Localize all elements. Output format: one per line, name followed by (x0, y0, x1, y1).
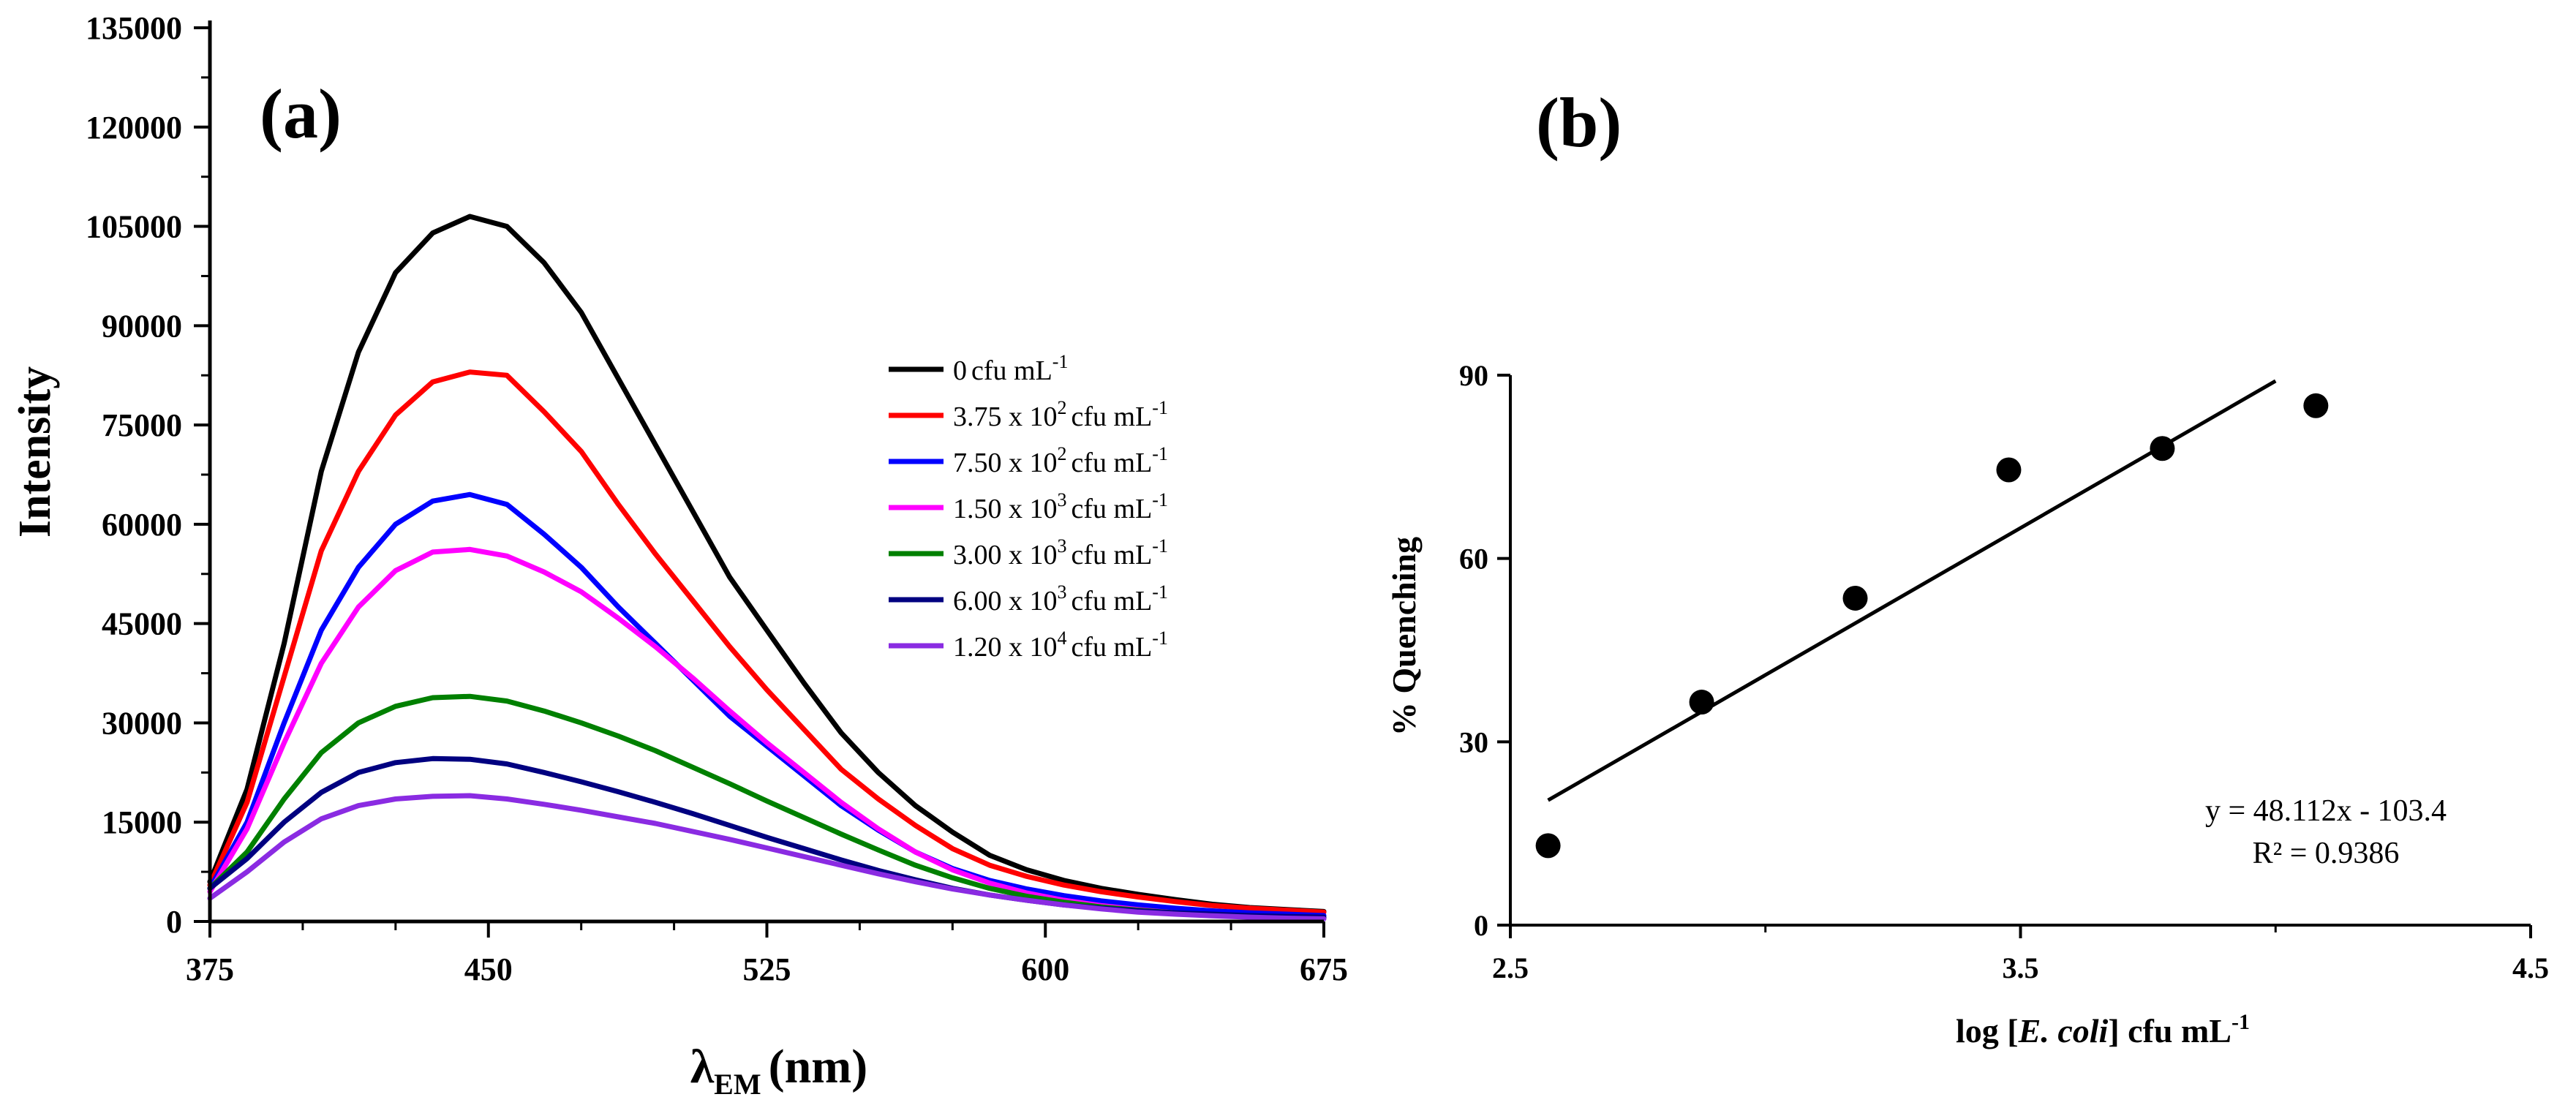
panel-a-y-axis-title: Intensity (10, 366, 60, 538)
series-line-2 (207, 491, 1327, 919)
x-tick-label: 675 (1300, 951, 1348, 987)
x-axis-italic: E. coli (2018, 1012, 2109, 1049)
x-axis-exponent: -1 (2232, 1010, 2250, 1034)
x-tick-label: 525 (743, 951, 791, 987)
legend-entry-2: 7.50 x 102 cfu mL-1 (953, 443, 1168, 478)
legend-entry-0: 0 cfu mL-1 (953, 351, 1068, 386)
x-axis-unit: (nm) (769, 1040, 868, 1093)
panel-a-chart: (a) 0 15000 30000 45000 60000 75000 90000 10500… (10, 10, 1348, 1101)
x-axis-suffix: ] cfu mL (2108, 1012, 2232, 1049)
series-line-1 (207, 369, 1327, 915)
y-tick-label: 30000 (102, 705, 182, 741)
x-tick-label: 450 (464, 951, 513, 987)
panel-a-x-axis-title: λEM (nm) (690, 1040, 868, 1101)
x-tick-label: 3.5 (2003, 951, 2039, 984)
series-line-6 (207, 793, 1327, 921)
panel-a-label: (a) (260, 75, 342, 153)
series-line-5 (207, 755, 1327, 920)
panel-a-legend: 0 cfu mL-1 3.75 x 102 cfu mL-1 7.50 x 102 cfu… (889, 351, 1168, 663)
series-line-3 (207, 546, 1327, 921)
x-axis-subscript: EM (714, 1068, 761, 1101)
panel-b-x-axis-title: log [E. coli] cfu mL-1 (1956, 1010, 2250, 1049)
y-tick-label: 105000 (86, 209, 182, 245)
y-tick-label: 90000 (102, 308, 182, 344)
x-axis-prefix: log [ (1956, 1012, 2019, 1049)
y-tick-label: 30 (1459, 725, 1488, 758)
legend-entry-3: 1.50 x 103 cfu mL-1 (953, 489, 1168, 524)
x-tick-label: 4.5 (2512, 951, 2549, 984)
y-tick-label: 120000 (86, 110, 182, 146)
x-tick-label: 600 (1021, 951, 1069, 987)
data-point-5 (2303, 393, 2329, 418)
data-point-3 (1996, 457, 2022, 483)
panel-a-axes: 0 15000 30000 45000 60000 75000 90000 105000 120… (86, 10, 1348, 987)
y-tick-label: 75000 (102, 407, 182, 443)
series-line-4 (207, 693, 1327, 921)
r-squared: R² = 0.9386 (2253, 837, 2400, 870)
data-point-0 (1535, 833, 1561, 859)
y-tick-label: 60 (1459, 543, 1488, 576)
panel-b-axes: 0 30 60 90 2.5 3.5 4.5 (1459, 359, 2549, 984)
y-tick-label: 45000 (102, 606, 182, 642)
x-axis-lambda: λ (690, 1040, 715, 1093)
data-point-2 (1842, 585, 1868, 611)
y-tick-label: 0 (166, 904, 182, 940)
y-tick-label: 0 (1474, 909, 1488, 942)
x-tick-label: 375 (186, 951, 234, 987)
x-tick-label: 2.5 (1492, 951, 1529, 984)
legend-entry-5: 6.00 x 103 cfu mL-1 (953, 581, 1168, 617)
regression-equation: y = 48.112x - 103.4 (2205, 794, 2447, 828)
legend-entry-1: 3.75 x 102 cfu mL-1 (953, 397, 1168, 432)
panel-a-series-lines (207, 214, 1327, 921)
panel-b-label: (b) (1536, 83, 1622, 162)
y-tick-label: 90 (1459, 359, 1488, 392)
y-tick-label: 15000 (102, 804, 182, 840)
panel-b-chart: (b) 0 30 60 90 2.5 3.5 4.5 % Quenching log [E.… (1385, 83, 2549, 1049)
y-tick-label: 135000 (86, 10, 182, 46)
data-point-1 (1689, 690, 1714, 715)
legend-entry-6: 1.20 x 104 cfu mL-1 (953, 627, 1168, 663)
y-tick-label: 60000 (102, 507, 182, 543)
series-line-0 (207, 214, 1327, 914)
data-point-4 (2150, 436, 2175, 461)
legend-entry-4: 3.00 x 103 cfu mL-1 (953, 535, 1168, 570)
panel-b-y-axis-title: % Quenching (1385, 537, 1423, 736)
panel-b-points (1535, 393, 2329, 859)
